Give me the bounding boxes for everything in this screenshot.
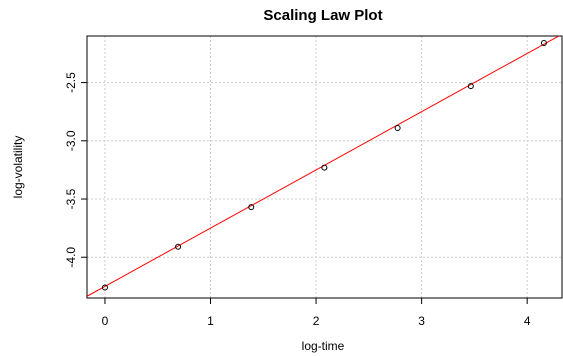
plot-frame: [86, 35, 563, 299]
chart-title: Scaling Law Plot: [263, 7, 382, 24]
data-point: [467, 83, 474, 90]
data-point: [540, 39, 547, 46]
x-tick-label: 2: [313, 314, 320, 328]
y-axis-label: log-volatility: [11, 136, 25, 199]
grid: [87, 36, 562, 298]
y-tick-label: -3.0: [64, 130, 78, 151]
data-points: [101, 39, 547, 291]
data-point: [101, 284, 108, 291]
y-tick-label: -3.5: [64, 188, 78, 209]
x-tick-label: 3: [418, 314, 425, 328]
y-tick-label: -2.5: [64, 72, 78, 93]
x-tick-label: 0: [102, 314, 109, 328]
data-point: [394, 124, 401, 131]
y-tick-label: -4.0: [64, 247, 78, 268]
x-axis: 0 1 2 3 4: [102, 298, 531, 328]
x-axis-label: log-time: [302, 339, 345, 353]
data-point: [248, 204, 255, 211]
x-tick-label: 1: [207, 314, 214, 328]
data-point: [321, 164, 328, 171]
y-axis: -4.0 -3.5 -3.0 -2.5: [64, 72, 87, 268]
x-tick-label: 4: [524, 314, 531, 328]
data-point: [175, 243, 182, 250]
